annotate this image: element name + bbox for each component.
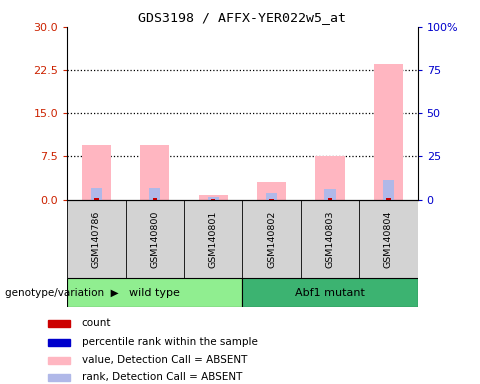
Bar bbox=[140, 145, 169, 200]
Text: rank, Detection Call = ABSENT: rank, Detection Call = ABSENT bbox=[82, 372, 242, 382]
Text: GSM140800: GSM140800 bbox=[150, 210, 159, 268]
Bar bbox=[48, 374, 70, 381]
Text: GSM140786: GSM140786 bbox=[92, 210, 101, 268]
Bar bbox=[386, 198, 391, 200]
Bar bbox=[383, 180, 394, 200]
Bar bbox=[48, 339, 70, 346]
Bar bbox=[315, 157, 345, 200]
Bar bbox=[48, 319, 70, 327]
Text: GSM140802: GSM140802 bbox=[267, 210, 276, 268]
Bar bbox=[48, 357, 70, 364]
Bar bbox=[91, 188, 102, 200]
Bar bbox=[199, 195, 228, 200]
Bar bbox=[269, 199, 274, 200]
Bar bbox=[257, 182, 286, 200]
Text: Abf1 mutant: Abf1 mutant bbox=[295, 288, 365, 298]
Bar bbox=[208, 197, 219, 200]
Bar bbox=[149, 188, 160, 200]
Text: value, Detection Call = ABSENT: value, Detection Call = ABSENT bbox=[82, 356, 247, 366]
Title: GDS3198 / AFFX-YER022w5_at: GDS3198 / AFFX-YER022w5_at bbox=[138, 11, 347, 24]
Bar bbox=[82, 145, 111, 200]
Bar bbox=[242, 278, 418, 307]
Bar bbox=[67, 278, 242, 307]
Text: count: count bbox=[82, 318, 111, 328]
Bar bbox=[324, 189, 336, 200]
Bar bbox=[94, 198, 98, 200]
Text: GSM140803: GSM140803 bbox=[325, 210, 335, 268]
Text: GSM140804: GSM140804 bbox=[384, 210, 393, 268]
Bar bbox=[328, 198, 332, 200]
Bar bbox=[374, 64, 403, 200]
Text: wild type: wild type bbox=[130, 288, 180, 298]
Text: percentile rank within the sample: percentile rank within the sample bbox=[82, 337, 257, 347]
Text: GSM140801: GSM140801 bbox=[209, 210, 218, 268]
Bar bbox=[153, 198, 157, 200]
Text: genotype/variation  ▶: genotype/variation ▶ bbox=[5, 288, 119, 298]
Bar bbox=[266, 193, 277, 200]
